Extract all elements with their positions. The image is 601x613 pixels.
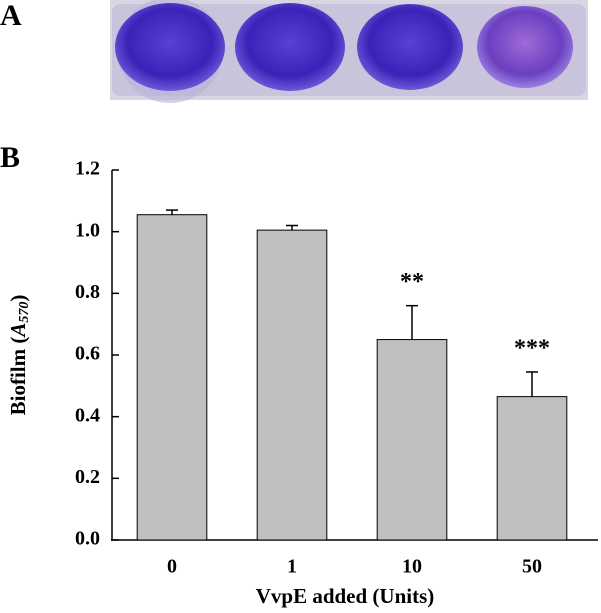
panel-label: B [0,141,20,174]
y-axis-label: Biofilm (A570) [6,295,32,416]
y-tick-label: 1.0 [75,219,100,241]
x-tick-label: 10 [402,556,422,578]
x-tick-label: 50 [522,556,542,578]
y-tick-label: 0.6 [75,343,100,365]
bar [136,214,208,541]
significance-label: ** [400,269,424,295]
y-tick-label: 0.4 [75,404,100,426]
y-tick-label: 0.0 [75,528,100,550]
y-label-text: ) [6,295,30,302]
y-tick-label: 1.2 [75,158,100,180]
bar [256,229,328,541]
y-tick-label: 0.2 [75,466,100,488]
y-tick-label: 0.8 [75,281,100,303]
y-label-sub: 570 [17,302,32,323]
y-label-var: A [6,323,30,339]
significance-label: *** [514,335,550,361]
x-axis-label: VvpE added (Units) [256,584,435,608]
bar [376,339,448,541]
bar [496,396,568,541]
plate-photo [110,0,588,103]
y-label-text: Biofilm ( [6,337,30,416]
x-tick-label: 0 [167,556,177,578]
x-tick-label: 1 [287,556,297,578]
panel-label: A [0,0,22,32]
